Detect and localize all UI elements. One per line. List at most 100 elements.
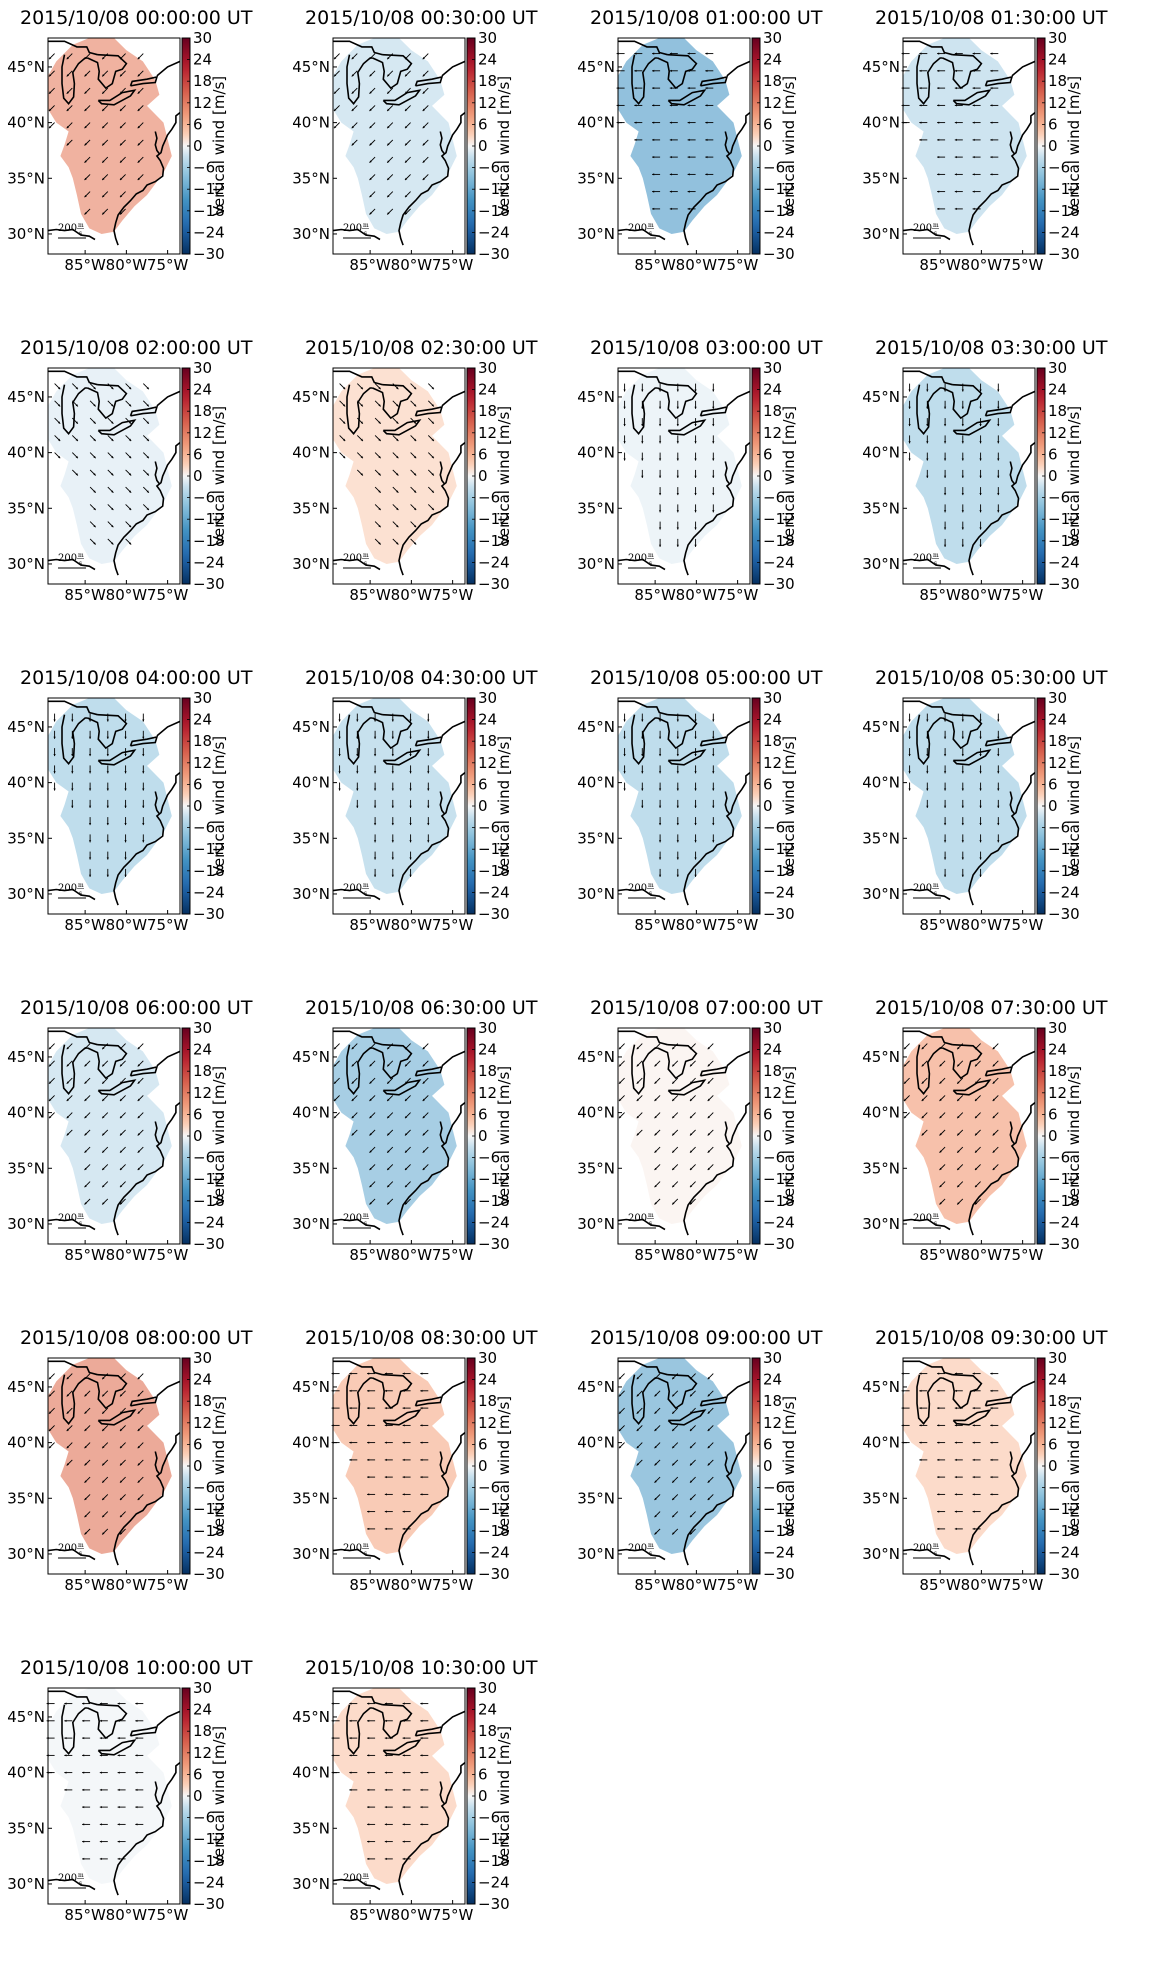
colorbar-tick-label: −12 <box>193 1500 225 1518</box>
wind-arrow-head <box>387 1081 390 1084</box>
colorbar-tick-label: 24 <box>763 711 782 729</box>
wind-arrow-head <box>689 1411 693 1414</box>
wind-arrow-head <box>707 1167 710 1170</box>
map-frame <box>47 1027 181 1245</box>
wind-arrow-head <box>707 1098 710 1101</box>
wind-arrow-head <box>641 406 644 409</box>
wind-field <box>333 38 457 234</box>
wind-arrow-head <box>334 1064 337 1067</box>
colorbar-tick-label: 6 <box>193 775 203 793</box>
wind-arrow-head <box>658 458 662 461</box>
wind-arrow-head <box>367 1840 370 1843</box>
wind-arrow-head <box>387 1202 390 1205</box>
wind-arrow-head <box>351 1081 355 1084</box>
coastline <box>441 1710 466 1727</box>
wind-arrow-head <box>694 458 697 461</box>
wind-arrow-head <box>369 1202 372 1205</box>
wind-arrow-head <box>422 125 425 129</box>
wind-arrow-head <box>712 510 715 513</box>
wind-arrow-head <box>369 143 372 146</box>
colorbar-tick-label: −30 <box>1048 1565 1080 1583</box>
wind-arrow-head <box>422 56 425 60</box>
wind-arrow-head <box>102 1428 105 1431</box>
scale-key-value: 200 <box>343 1213 362 1224</box>
scale-key-value: 200 <box>58 1543 77 1554</box>
lon-tick-label: 75°W <box>432 256 474 274</box>
wind-arrow-head <box>387 212 390 215</box>
wind-arrow-head <box>402 1702 405 1705</box>
map-frame <box>332 37 466 255</box>
wind-arrow-head <box>106 874 109 877</box>
lat-tick-label: 40°N <box>577 1104 615 1122</box>
coastline <box>47 558 96 571</box>
wind-arrow-head <box>926 753 929 757</box>
wind-arrow-head <box>137 1133 140 1136</box>
wind-arrow-head <box>654 1480 657 1483</box>
wind-arrow-head <box>367 1719 370 1722</box>
wind-arrow-head <box>409 805 412 808</box>
wind-arrow-head <box>102 194 105 198</box>
wind-arrow-head <box>124 736 127 739</box>
wind-arrow-head <box>712 753 715 757</box>
wind-arrow-head <box>431 386 434 390</box>
wind-arrow-head <box>431 490 434 493</box>
wind-arrow-head <box>687 86 690 90</box>
wind-arrow-head <box>937 155 940 159</box>
scale-key-unit: m <box>78 552 84 559</box>
wind-arrow-head <box>387 56 390 60</box>
wind-arrow-head <box>939 1046 942 1050</box>
wind-arrow-head <box>391 719 394 722</box>
wind-arrow-head <box>652 173 655 176</box>
wind-arrow-head <box>135 1788 138 1792</box>
lon-tick-label: 80°W <box>961 1246 1003 1264</box>
wind-arrow-head <box>404 1115 408 1119</box>
colorbar-tick-label: −24 <box>763 883 795 901</box>
colorbar-tick-label: −12 <box>478 1830 510 1848</box>
lon-tick-label: 85°W <box>919 1576 961 1594</box>
lon-tick-label: 80°W <box>106 1576 148 1594</box>
wind-arrow-head <box>119 108 123 111</box>
wind-arrow-head <box>990 155 993 159</box>
wind-arrow-head <box>974 1098 978 1101</box>
wind-arrow-head <box>939 1064 942 1067</box>
wind-arrow-head <box>360 421 363 424</box>
colorbar-tick-label: 30 <box>478 359 497 377</box>
wind-arrow-head <box>146 386 149 390</box>
colorbar-tick-label: −6 <box>1048 489 1070 507</box>
panel-title: 2015/10/08 05:30:00 UT <box>875 667 1108 689</box>
wind-arrow-head <box>636 1394 640 1397</box>
scale-key-unit: m <box>933 552 939 559</box>
wind-arrow-head <box>137 1046 140 1050</box>
wind-arrow-head <box>974 1184 978 1188</box>
wind-arrow-head <box>654 1081 657 1084</box>
wind-arrow-head <box>99 1788 102 1792</box>
wind-arrow-head <box>654 1463 657 1466</box>
colorbar-tick-label: 18 <box>763 732 782 750</box>
wind-arrow-head <box>908 458 911 461</box>
wind-arrow-head <box>919 1424 922 1427</box>
colorbar-tick-label: −30 <box>763 245 795 263</box>
colorbar-tick-label: −18 <box>193 202 225 220</box>
lon-tick-label: 75°W <box>717 256 759 274</box>
wind-arrow-head <box>641 441 644 444</box>
lat-tick-label: 35°N <box>577 1159 615 1177</box>
colorbar-tick-label: 0 <box>193 797 203 815</box>
lon-tick-label: 80°W <box>106 916 148 934</box>
colorbar-tick-label: 12 <box>763 94 782 112</box>
wind-field <box>618 368 742 564</box>
wind-arrow-head <box>979 458 982 461</box>
wind-arrow-head <box>124 874 127 877</box>
coastline <box>333 40 383 56</box>
wind-arrow-head <box>124 840 127 843</box>
coastline <box>97 1079 137 1096</box>
coastline <box>902 1218 951 1231</box>
colorbar-tick-label: 6 <box>193 445 203 463</box>
wind-arrow-head <box>66 1046 70 1050</box>
coastline <box>1011 1380 1036 1397</box>
colorbar-tick-label: −6 <box>193 1809 215 1827</box>
wind-arrow-head <box>672 1497 675 1500</box>
